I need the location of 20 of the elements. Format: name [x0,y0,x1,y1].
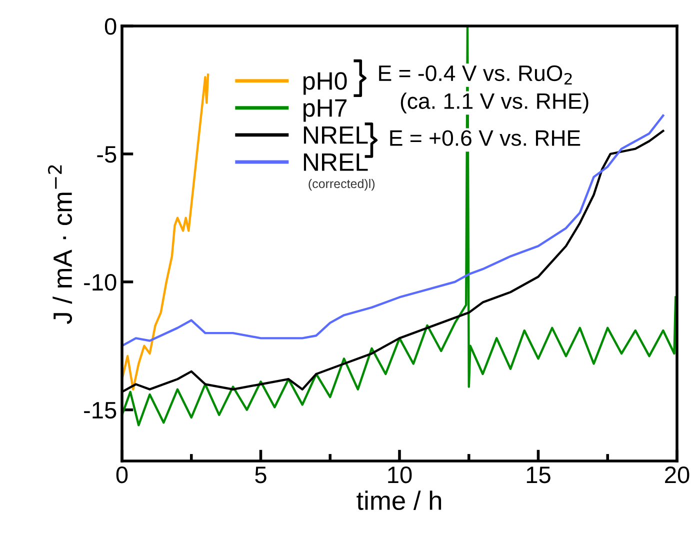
x-tick-label: 20 [665,466,690,484]
x-tick-label: 15 [526,466,550,484]
x-axis-title: time / h [356,490,442,510]
legend-label: pH0 [304,72,347,95]
annotation: E = +0.6 V vs. RHE [390,130,580,146]
y-axis-title: J / mA · cm$^{−2}$ [48,165,72,324]
annotation: (corrected)l) [308,178,375,191]
annotation: E = -0.4 V vs. RuO$_{2}$ [379,65,572,85]
y-tick-label: -15 [84,402,116,419]
x-tick-label: 5 [255,466,266,484]
annotation: (ca. 1.1 V vs. RHE) [400,92,588,114]
y-tick-label: 0 [104,18,116,35]
legend-label: NREL [304,154,368,171]
legend-label: pH7 [304,99,347,122]
y-tick-label: -5 [97,146,116,163]
y-tick-label: -10 [84,274,116,291]
line-series [122,74,210,390]
x-tick-label: 0 [116,466,128,484]
x-tick-label: 10 [388,466,412,484]
legend-label: NREL [304,126,368,144]
